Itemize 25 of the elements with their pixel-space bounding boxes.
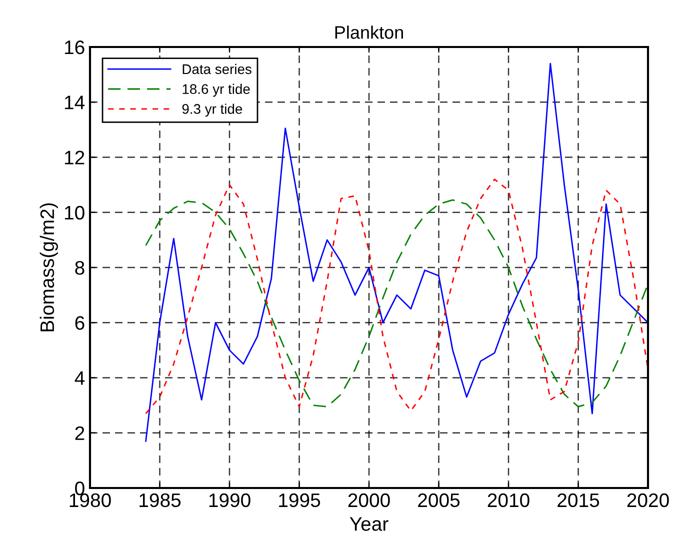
y-tick-label: 6 (75, 316, 84, 330)
y-tick-label: 16 (64, 40, 84, 54)
chart-title: Plankton (335, 26, 403, 39)
y-tick-label: 8 (75, 260, 84, 275)
y-tick-label: 14 (64, 96, 85, 110)
x-tick-label: 2010 (488, 493, 530, 508)
x-tick-label: 2005 (418, 493, 460, 508)
y-tick-label: 10 (64, 206, 84, 220)
y-tick-label: 0 (75, 481, 84, 496)
y-tick-label: 4 (74, 371, 85, 385)
y-tick-label: 12 (64, 150, 84, 164)
legend-label: Data series (182, 64, 252, 74)
x-tick-label: 2000 (348, 493, 390, 508)
x-tick-label: 1985 (140, 493, 181, 508)
x-axis-title: Year (350, 517, 388, 531)
x-tick-label: 2020 (627, 493, 669, 508)
x-tick-label: 1990 (209, 493, 250, 508)
y-axis-title: Biomass(g/m2) (40, 203, 58, 332)
y-tick-label: 2 (75, 426, 84, 440)
legend-label: 18.6 yr tide (182, 84, 250, 97)
legend-label: 9.3 yr tide (182, 104, 242, 117)
line-series (145, 62, 648, 442)
x-tick-label: 1995 (279, 493, 320, 508)
x-tick-label: 1980 (70, 493, 111, 508)
x-tick-label: 2015 (558, 493, 600, 508)
